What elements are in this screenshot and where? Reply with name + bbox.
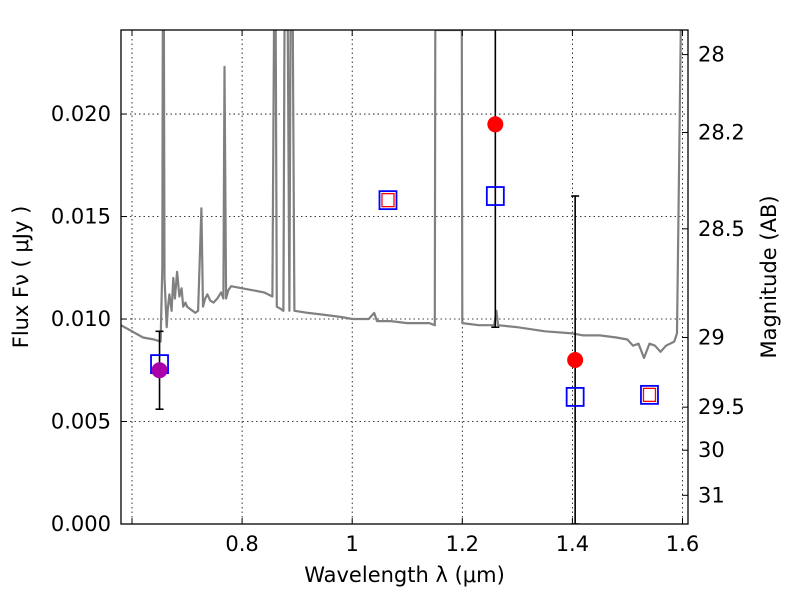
model-small-square-marker <box>381 192 395 208</box>
y-axis-label-right: Magnitude (AB) <box>757 195 781 358</box>
right-tick-label: 28.5 <box>698 217 745 241</box>
ticks: 0.8 1 1.2 1.4 1.6 0.000 0.005 0.010 0.015 0.020 28… <box>51 30 745 556</box>
y-tick-label: 0.015 <box>51 205 111 229</box>
right-tick-label: 29 <box>698 325 725 349</box>
y-tick-label: 0.010 <box>51 307 111 331</box>
observed-point-marker <box>567 352 584 369</box>
right-tick-label: 30 <box>698 438 725 462</box>
model-square-marker <box>378 190 398 211</box>
y-tick-label: 0.000 <box>51 512 111 536</box>
right-tick-label: 29.5 <box>698 395 745 419</box>
x-tick-label: 1.2 <box>446 532 479 556</box>
observed-point-marker <box>151 362 168 379</box>
grid <box>121 30 688 525</box>
data-area <box>121 30 682 524</box>
y-axis-label: Flux Fν ( μJy ) <box>9 206 33 349</box>
right-tick-label: 28 <box>698 43 725 67</box>
x-tick-label: 1 <box>346 532 359 556</box>
plot-frame <box>120 29 689 525</box>
right-tick-label: 31 <box>698 483 725 507</box>
model-small-square-marker <box>642 387 657 403</box>
model-square-marker <box>565 387 585 407</box>
y-tick-label: 0.020 <box>51 102 111 126</box>
x-axis-label: Wavelength λ (μm) <box>304 563 505 587</box>
x-tick-label: 1.4 <box>556 532 589 556</box>
observed-point-marker <box>487 116 504 133</box>
x-tick-label: 0.8 <box>225 532 258 556</box>
model-square-marker <box>640 384 659 405</box>
spectrum-line <box>121 30 682 360</box>
x-tick-label: 1.6 <box>666 532 699 556</box>
model-square-marker <box>485 186 505 206</box>
y-tick-label: 0.005 <box>51 410 111 434</box>
right-tick-label: 28.2 <box>698 120 745 144</box>
